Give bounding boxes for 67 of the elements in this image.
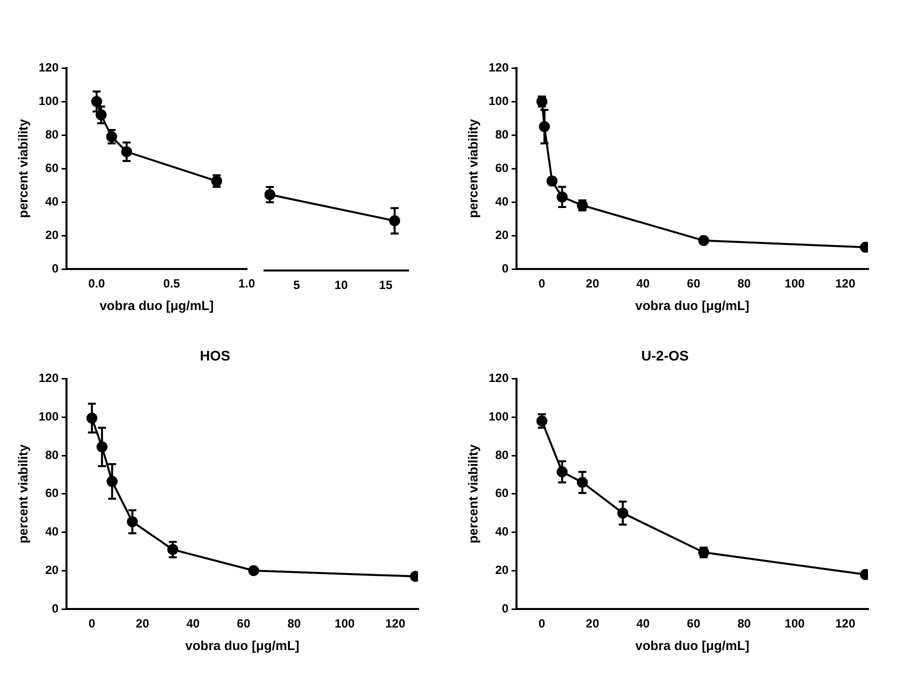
x-tick-label: 60: [686, 276, 701, 291]
y-tick-label: 100: [38, 409, 59, 424]
y-tick-label: 40: [495, 194, 509, 208]
y-tick-label: 20: [495, 228, 509, 242]
x-tick-label: 20: [586, 276, 600, 291]
y-axis-title: percent viability: [15, 444, 30, 544]
y-axis-title: percent viability: [465, 444, 480, 544]
x-tick-label: 20: [586, 616, 600, 631]
x-tick-label: 100: [784, 276, 806, 291]
chart-title: HOS: [200, 347, 230, 364]
y-tick-label: 100: [488, 409, 509, 424]
x-axis-title: vobra duo [μg/mL]: [635, 638, 750, 653]
x-tick-label: 40: [636, 616, 650, 631]
y-tick-label: 120: [38, 371, 59, 386]
x-axis-title: vobra duo [μg/mL]: [100, 298, 214, 313]
y-tick-label: 60: [45, 160, 59, 175]
y-tick-label: 40: [495, 524, 509, 539]
point: [248, 565, 260, 576]
y-tick-label: 0: [502, 261, 509, 276]
x-tick-label: 0: [538, 276, 546, 291]
y-tick-label: 0: [502, 601, 509, 616]
y-tick-label: 100: [488, 94, 509, 108]
x-axis-title: vobra duo [μg/mL]: [185, 638, 300, 653]
y-tick-label: 80: [495, 448, 509, 462]
x-tick-label: 0: [538, 616, 546, 631]
y-tick-label: 80: [495, 127, 509, 142]
y-tick-label: 20: [495, 562, 509, 577]
x-tick-label: 80: [737, 616, 752, 631]
chart-title: U-2-OS: [641, 347, 689, 364]
y-tick-label: 0: [52, 261, 59, 276]
y-tick-label: 80: [45, 127, 59, 142]
x-tick-label: 0.5: [163, 276, 180, 291]
x-tick-label: 120: [385, 616, 406, 631]
y-tick-label: 60: [45, 486, 59, 500]
y-tick-label: 60: [495, 160, 509, 175]
x-tick-label: 80: [737, 276, 752, 291]
x-tick-label: 5: [293, 278, 300, 292]
x-tick-label: 40: [186, 616, 200, 631]
x-tick-label: 1.0: [238, 276, 256, 291]
x-tick-label: 15: [379, 278, 393, 292]
y-tick-label: 20: [45, 562, 59, 577]
x-tick-label: 100: [334, 616, 356, 631]
y-tick-label: 120: [38, 60, 59, 74]
y-tick-label: 40: [45, 194, 59, 208]
y-axis-title: percent viability: [465, 118, 480, 218]
x-tick-label: 60: [686, 616, 701, 631]
x-tick-label: 10: [334, 278, 348, 292]
y-axis-title: percent viability: [15, 118, 30, 218]
y-tick-label: 0: [52, 601, 59, 616]
y-tick-label: 120: [488, 371, 509, 386]
y-tick-label: 60: [495, 486, 509, 500]
x-tick-label: 0: [88, 616, 96, 631]
y-tick-label: 20: [45, 228, 59, 242]
y-tick-label: 100: [38, 94, 59, 108]
x-tick-label: 100: [784, 616, 806, 631]
y-tick-label: 80: [45, 448, 59, 462]
point: [698, 235, 710, 246]
x-tick-label: 40: [636, 276, 650, 291]
x-tick-label: 0.0: [88, 276, 106, 291]
x-tick-label: 80: [287, 616, 302, 631]
x-tick-label: 120: [835, 616, 856, 631]
x-axis-title: vobra duo [μg/mL]: [635, 298, 750, 313]
x-tick-label: 20: [136, 616, 150, 631]
y-tick-label: 120: [488, 60, 509, 74]
x-tick-label: 60: [236, 616, 251, 631]
x-tick-label: 120: [835, 276, 856, 291]
y-tick-label: 40: [45, 524, 59, 539]
